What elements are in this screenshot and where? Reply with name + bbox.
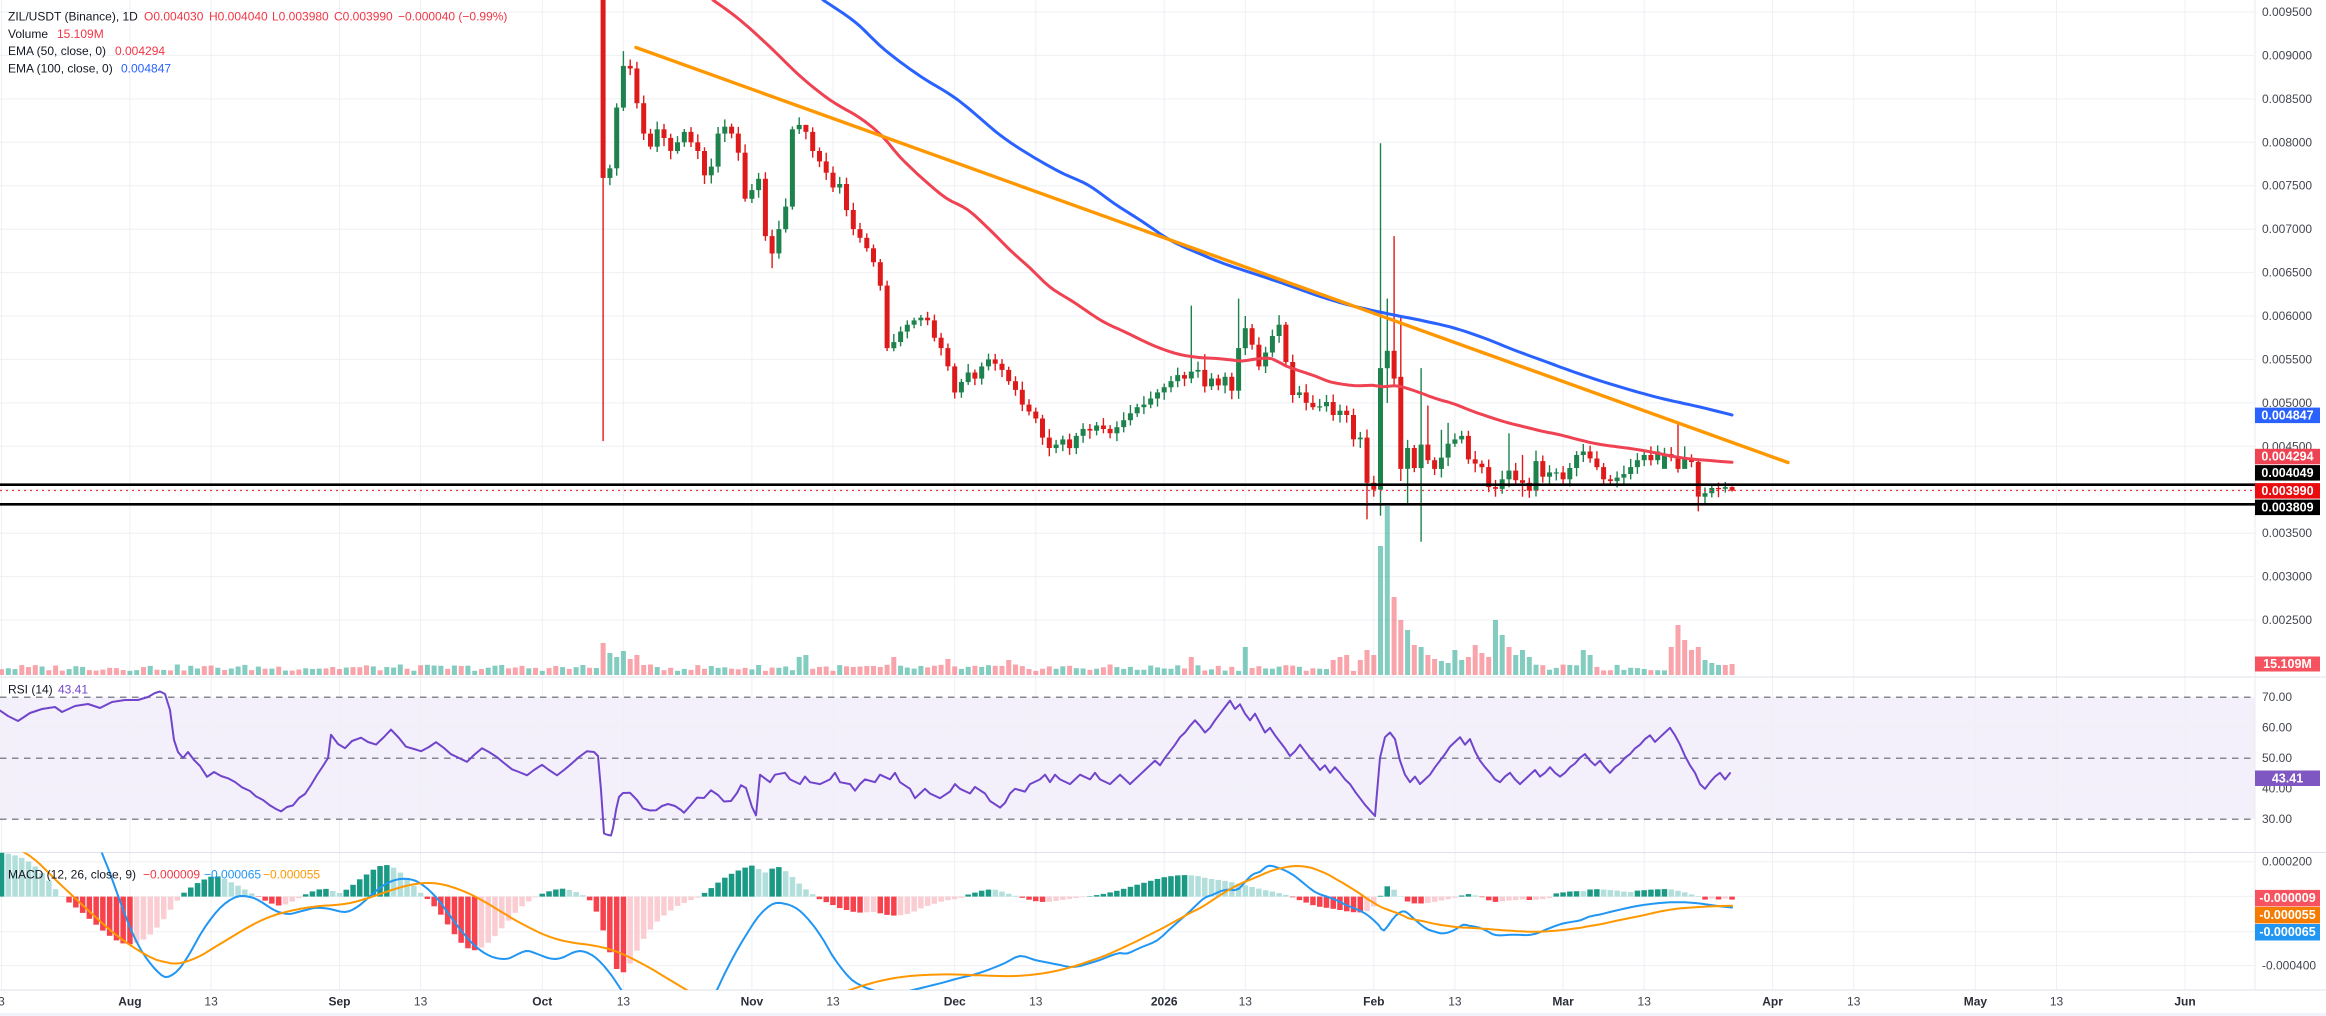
svg-text:0.004049: 0.004049: [2261, 466, 2313, 480]
svg-text:0.009000: 0.009000: [2262, 48, 2312, 62]
svg-text:15.109M: 15.109M: [57, 27, 104, 41]
svg-text:0.005000: 0.005000: [2262, 396, 2312, 410]
svg-text:Mar: Mar: [1552, 995, 1574, 1009]
svg-text:70.00: 70.00: [2262, 690, 2292, 704]
svg-text:−0.000009: −0.000009: [143, 868, 200, 882]
svg-text:0.004847: 0.004847: [121, 61, 171, 75]
svg-text:Jun: Jun: [2174, 995, 2195, 1009]
svg-text:13: 13: [204, 995, 218, 1009]
svg-text:15.109M: 15.109M: [2263, 657, 2312, 671]
svg-text:0.003500: 0.003500: [2262, 526, 2312, 540]
svg-text:60.00: 60.00: [2262, 721, 2292, 735]
svg-text:Aug: Aug: [118, 995, 141, 1009]
svg-text:Sep: Sep: [328, 995, 350, 1009]
svg-text:−0.000065: −0.000065: [204, 868, 261, 882]
svg-text:Nov: Nov: [741, 995, 764, 1009]
svg-text:50.00: 50.00: [2262, 751, 2292, 765]
svg-text:13: 13: [414, 995, 428, 1009]
svg-text:30.00: 30.00: [2262, 812, 2292, 826]
svg-text:13: 13: [826, 995, 840, 1009]
svg-text:May: May: [1964, 995, 1988, 1009]
svg-text:43.41: 43.41: [58, 683, 88, 697]
svg-text:13: 13: [617, 995, 631, 1009]
svg-text:-0.000009: -0.000009: [2259, 891, 2315, 905]
svg-text:13: 13: [1029, 995, 1043, 1009]
svg-text:MACD (12, 26, close, 9): MACD (12, 26, close, 9): [8, 868, 136, 882]
svg-text:O0.004030: O0.004030: [144, 10, 204, 24]
svg-text:EMA (50, close, 0): EMA (50, close, 0): [8, 44, 106, 58]
svg-text:13: 13: [1448, 995, 1462, 1009]
svg-text:13: 13: [1847, 995, 1861, 1009]
svg-text:-0.000400: -0.000400: [2262, 959, 2316, 973]
svg-text:H0.004040: H0.004040: [209, 10, 268, 24]
svg-text:ZIL/USDT (Binance), 1D: ZIL/USDT (Binance), 1D: [8, 10, 138, 24]
svg-text:13: 13: [2050, 995, 2064, 1009]
svg-text:0.002500: 0.002500: [2262, 613, 2312, 627]
svg-text:13: 13: [1638, 995, 1652, 1009]
svg-text:0.006500: 0.006500: [2262, 266, 2312, 280]
svg-text:RSI (14): RSI (14): [8, 683, 53, 697]
svg-text:0.009500: 0.009500: [2262, 5, 2312, 19]
svg-text:0.007000: 0.007000: [2262, 222, 2312, 236]
svg-text:−0.000055: −0.000055: [263, 868, 320, 882]
svg-text:0.008500: 0.008500: [2262, 92, 2312, 106]
svg-text:-0.000055: -0.000055: [2259, 908, 2315, 922]
svg-text:0.004294: 0.004294: [115, 44, 165, 58]
svg-text:2026: 2026: [1151, 995, 1178, 1009]
svg-text:0.003000: 0.003000: [2262, 570, 2312, 584]
svg-text:Oct: Oct: [532, 995, 552, 1009]
svg-text:0.008000: 0.008000: [2262, 135, 2312, 149]
svg-text:0.006000: 0.006000: [2262, 309, 2312, 323]
svg-text:0.003809: 0.003809: [2261, 500, 2313, 514]
svg-text:0.007500: 0.007500: [2262, 179, 2312, 193]
svg-text:0.000200: 0.000200: [2262, 855, 2312, 869]
svg-text:43.41: 43.41: [2272, 771, 2303, 785]
svg-text:13: 13: [1239, 995, 1253, 1009]
svg-text:3: 3: [0, 995, 5, 1009]
svg-text:EMA (100, close, 0): EMA (100, close, 0): [8, 61, 113, 75]
svg-text:C0.003990: C0.003990: [334, 10, 393, 24]
svg-text:Volume: Volume: [8, 27, 48, 41]
svg-text:Feb: Feb: [1363, 995, 1384, 1009]
svg-text:−0.000040 (−0.99%): −0.000040 (−0.99%): [398, 10, 507, 24]
svg-text:0.003990: 0.003990: [2261, 484, 2313, 498]
svg-text:0.005500: 0.005500: [2262, 352, 2312, 366]
svg-text:0.004847: 0.004847: [2261, 408, 2313, 422]
svg-text:-0.000065: -0.000065: [2259, 925, 2315, 939]
svg-text:L0.003980: L0.003980: [272, 10, 329, 24]
svg-text:0.004294: 0.004294: [2261, 450, 2313, 464]
svg-text:Apr: Apr: [1762, 995, 1783, 1009]
svg-text:Dec: Dec: [944, 995, 966, 1009]
